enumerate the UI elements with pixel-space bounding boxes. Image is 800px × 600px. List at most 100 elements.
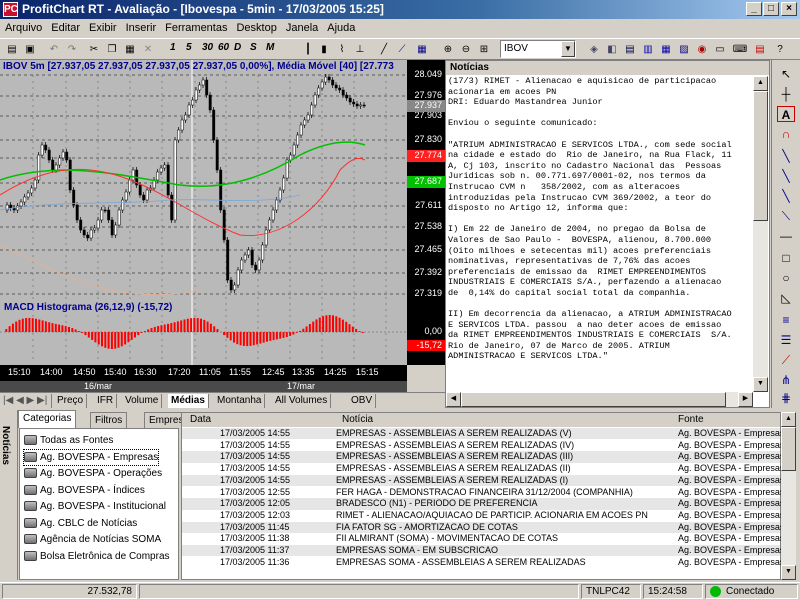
template-icon[interactable]: ◧	[607, 44, 617, 55]
book-icon[interactable]: ▥	[643, 44, 653, 55]
copy-icon[interactable]: ❐	[107, 44, 117, 55]
news-row[interactable]: 17/03/2005 14:55 EMPRESAS - ASSEMBLEIAS A…	[182, 474, 784, 487]
tab-nav-arrows[interactable]: |◀ ◀ ▶ ▶|	[0, 394, 52, 408]
zoom-fit-icon[interactable]: ⊞	[479, 44, 489, 55]
chart-up-icon[interactable]: ⟋	[398, 44, 406, 55]
news-row[interactable]: 17/03/2005 14:55 EMPRESAS - ASSEMBLEIAS A…	[182, 439, 784, 452]
text-color-icon[interactable]: ∩	[781, 127, 791, 141]
period-button-m[interactable]: M	[266, 42, 275, 53]
chart-tab[interactable]: Montanha	[214, 394, 266, 408]
source-item[interactable]: Bolsa Eletrônica de Compras	[24, 549, 170, 564]
hscroll-thumb[interactable]	[461, 392, 726, 407]
menu-2[interactable]: Exibir	[89, 22, 117, 34]
period-button-30[interactable]: 30	[202, 42, 214, 53]
source-tab[interactable]: Filtros	[90, 412, 128, 428]
text-tool-icon[interactable]: A	[777, 106, 795, 122]
col-date[interactable]: Data	[190, 414, 212, 425]
menu-5[interactable]: Desktop	[236, 22, 277, 34]
close-button[interactable]: ×	[781, 2, 797, 16]
chart-tab[interactable]: OBV	[348, 394, 377, 408]
source-item[interactable]: Ag. CBLC de Notícias	[24, 516, 137, 531]
help-icon[interactable]: ?	[777, 44, 783, 55]
bar-chart-icon[interactable]: ┃	[304, 44, 312, 55]
symbol-select[interactable]: IBOV ▼	[500, 40, 576, 58]
ellipse-tool-icon[interactable]: ○	[782, 271, 790, 285]
source-item[interactable]: Agência de Notícias SOMA	[24, 532, 161, 547]
print-icon[interactable]: ▭	[715, 44, 725, 55]
menu-7[interactable]: Ajuda	[327, 22, 356, 34]
list-vertical-scrollbar[interactable]: ▲ ▼	[781, 412, 796, 580]
news-row[interactable]: 17/03/2005 11:37 EMPRESAS SOMA - EM SUBSC…	[182, 545, 784, 557]
gann-icon[interactable]: ⋕	[780, 391, 792, 405]
chart-tab[interactable]: Médias	[168, 394, 209, 408]
cut-icon[interactable]: ✂	[89, 44, 99, 55]
minimize-button[interactable]: _	[746, 2, 762, 16]
undo-icon[interactable]: ↶	[49, 44, 59, 55]
scroll-down-icon[interactable]: ▼	[753, 377, 768, 392]
candle-chart-icon[interactable]: ▮	[321, 44, 327, 55]
new-icon[interactable]: ▤	[7, 44, 17, 55]
fib-fan-icon[interactable]: ⟋	[781, 353, 791, 367]
redo-icon[interactable]: ↷	[67, 44, 77, 55]
source-tab[interactable]: Categorias	[18, 410, 77, 428]
channel-tool-icon[interactable]: ⟍	[781, 209, 791, 223]
line-tool2-icon[interactable]: ╲	[782, 169, 790, 183]
paste-icon[interactable]: ▦	[125, 44, 135, 55]
scroll-up-icon[interactable]: ▲	[753, 76, 768, 91]
grid-icon[interactable]: ▦	[417, 44, 427, 55]
source-item[interactable]: Ag. BOVESPA - Índices	[24, 483, 145, 498]
source-item[interactable]: Ag. BOVESPA - Operações	[24, 466, 162, 481]
news-icon[interactable]: ▤	[755, 44, 765, 55]
zoom-out-icon[interactable]: ⊖	[461, 44, 471, 55]
news-row[interactable]: 17/03/2005 14:55 EMPRESAS - ASSEMBLEIAS A…	[182, 463, 784, 475]
price-chart[interactable]	[0, 60, 407, 365]
chevron-down-icon[interactable]: ▼	[561, 41, 575, 57]
news-row[interactable]: 17/03/2005 14:55 EMPRESAS - ASSEMBLEIAS A…	[182, 451, 784, 463]
period-button-d[interactable]: D	[234, 42, 242, 53]
source-item[interactable]: Todas as Fontes	[24, 433, 113, 448]
chart-tab[interactable]: Preço	[54, 394, 88, 408]
chart-tab[interactable]: Volume	[122, 394, 163, 408]
zoom-in-icon[interactable]: ⊕	[443, 44, 453, 55]
menu-6[interactable]: Janela	[285, 22, 319, 34]
keyboard-icon[interactable]: ⌨	[732, 44, 748, 55]
period-button-60[interactable]: 60	[218, 42, 230, 53]
quote-icon[interactable]: ▦	[661, 44, 671, 55]
list-scroll-down-icon[interactable]: ▼	[781, 565, 796, 580]
menu-0[interactable]: Arquivo	[5, 22, 43, 34]
period-button-1[interactable]: 1	[170, 42, 176, 53]
ticker-icon[interactable]: ▨	[679, 44, 689, 55]
delete-icon[interactable]: ✕	[143, 44, 153, 55]
line-tool-icon[interactable]: ╲	[782, 149, 790, 163]
layout-icon[interactable]: ◈	[590, 44, 598, 55]
news-row[interactable]: 17/03/2005 11:38 FII ALMIRANT (SOMA) - MO…	[182, 533, 784, 545]
period-button-s[interactable]: S	[250, 42, 257, 53]
triangle-tool-icon[interactable]: ◺	[781, 291, 791, 305]
period-button-5[interactable]: 5	[186, 42, 192, 53]
fib-retrace-icon[interactable]: ☰	[780, 333, 792, 347]
hline-tool-icon[interactable]: —	[780, 229, 792, 243]
news-row[interactable]: 17/03/2005 12:55 FER HAGA - DEMONSTRACAO …	[182, 486, 784, 498]
bar-type-icon[interactable]: ⊥	[355, 44, 365, 55]
line-chart-icon[interactable]: ⌇	[339, 44, 345, 55]
maximize-button[interactable]: □	[763, 2, 779, 16]
col-news[interactable]: Notícia	[342, 414, 374, 425]
alert-icon[interactable]: ◉	[697, 44, 707, 55]
chart-tab[interactable]: IFR	[94, 394, 118, 408]
menu-3[interactable]: Inserir	[125, 22, 157, 34]
source-item[interactable]: Ag. BOVESPA - Institucional	[24, 499, 166, 514]
news-vertical-scrollbar[interactable]: ▲ ▼	[753, 76, 768, 392]
news-horizontal-scrollbar[interactable]: ◀ ▶	[446, 392, 753, 407]
scroll-right-icon[interactable]: ▶	[738, 392, 753, 407]
database-icon[interactable]: ▤	[625, 44, 635, 55]
andrews-icon[interactable]: ⋔	[780, 373, 792, 387]
scroll-left-icon[interactable]: ◀	[446, 392, 461, 407]
scroll-thumb[interactable]	[753, 91, 768, 221]
menu-1[interactable]: Editar	[51, 22, 81, 34]
source-item[interactable]: Ag. BOVESPA - Empresas	[22, 448, 160, 466]
cursor-icon[interactable]: ↖	[780, 67, 792, 81]
trendline-icon[interactable]: ╱	[380, 44, 388, 55]
crosshair-icon[interactable]: ┼	[781, 87, 791, 101]
news-row[interactable]: 17/03/2005 12:03 RIMET - ALIENACAO/AQUIAC…	[182, 509, 784, 522]
ray-tool-icon[interactable]: ╲	[782, 189, 790, 203]
